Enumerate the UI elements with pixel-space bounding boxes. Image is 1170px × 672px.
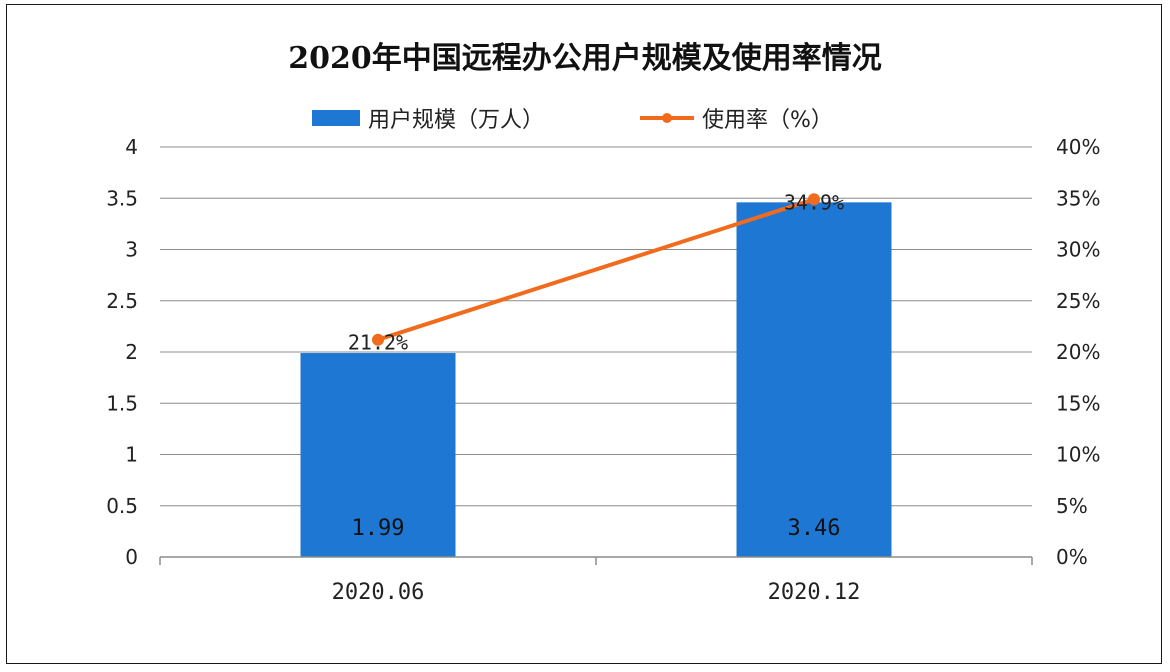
right-tick-label: 25% bbox=[1056, 289, 1100, 313]
category-label: 2020.12 bbox=[768, 580, 861, 605]
left-tick-label: 1 bbox=[125, 443, 138, 467]
bar-data-label: 1.99 bbox=[352, 516, 405, 541]
right-tick-label: 20% bbox=[1056, 340, 1100, 364]
left-tick-label: 3.5 bbox=[106, 186, 138, 210]
legend-swatch-marker bbox=[662, 113, 672, 123]
line-data-labels: 21.2% 34.9% bbox=[348, 190, 844, 354]
line-series bbox=[372, 193, 820, 346]
line-point bbox=[372, 333, 384, 346]
bar bbox=[300, 353, 456, 557]
bar-data-label: 3.46 bbox=[788, 516, 841, 541]
right-tick-label: 35% bbox=[1056, 186, 1100, 210]
right-tick-label: 40% bbox=[1056, 135, 1100, 159]
left-tick-label: 2.5 bbox=[106, 289, 138, 313]
series-line bbox=[377, 197, 815, 342]
right-tick-label: 5% bbox=[1056, 494, 1088, 518]
right-axis-ticks: 0% 5% 10% 15% 20% 25% 30% 35% 40% bbox=[1056, 135, 1100, 569]
right-tick-label: 10% bbox=[1056, 443, 1100, 467]
left-tick-label: 0 bbox=[125, 545, 138, 569]
left-tick-label: 3 bbox=[125, 238, 138, 262]
chart-frame bbox=[6, 4, 1162, 664]
right-tick-label: 15% bbox=[1056, 391, 1100, 415]
bar bbox=[736, 202, 892, 557]
category-label: 2020.06 bbox=[332, 580, 425, 605]
left-tick-label: 4 bbox=[125, 135, 138, 159]
left-tick-label: 2 bbox=[125, 340, 138, 364]
category-axis-labels: 2020.06 2020.12 bbox=[159, 557, 1033, 605]
legend-label-bar: 用户规模（万人） bbox=[368, 108, 544, 133]
left-tick-label: 0.5 bbox=[106, 494, 138, 518]
chart-title: 2020年中国远程办公用户规模及使用率情况 bbox=[288, 41, 882, 76]
left-axis-ticks: 0 0.5 1 1.5 2 2.5 3 3.5 4 bbox=[106, 135, 138, 569]
left-tick-label: 1.5 bbox=[106, 391, 138, 415]
bar-series bbox=[300, 202, 892, 557]
line-data-label: 21.2% bbox=[348, 331, 408, 355]
bar-data-labels: 1.99 3.46 bbox=[352, 516, 841, 541]
right-tick-label: 0% bbox=[1056, 545, 1088, 569]
legend: 用户规模（万人） 使用率（%） bbox=[312, 108, 833, 133]
line-point bbox=[808, 193, 820, 206]
legend-label-line: 使用率（%） bbox=[702, 108, 833, 133]
right-tick-label: 30% bbox=[1056, 238, 1100, 262]
gridlines bbox=[160, 146, 1032, 507]
line-data-label: 34.9% bbox=[784, 190, 844, 214]
legend-swatch-bar bbox=[312, 110, 360, 126]
